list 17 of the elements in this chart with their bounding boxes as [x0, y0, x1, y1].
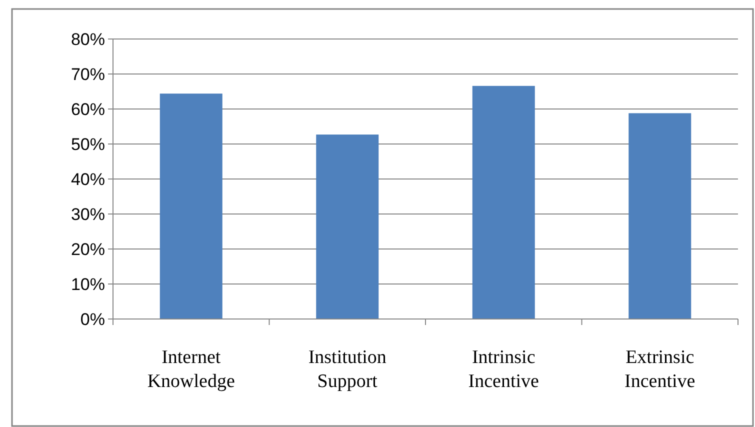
y-tick-label: 80% — [70, 30, 105, 49]
y-tick-label: 20% — [70, 240, 105, 259]
y-tick-label: 50% — [70, 134, 105, 154]
y-tick-label: 70% — [70, 64, 105, 84]
y-tick-label: 60% — [70, 100, 105, 119]
x-tick-label: Intrinsic Incentive — [468, 347, 539, 392]
bar — [160, 94, 222, 319]
bar — [628, 113, 692, 319]
x-tick-label: Institution Support — [308, 347, 387, 392]
x-tick-label: Extrinsic Incentive — [624, 347, 696, 392]
x-tick-label: Internet Knowledge — [147, 347, 235, 392]
y-tick-label: 0% — [80, 310, 105, 329]
y-tick-label: 30% — [70, 204, 105, 224]
bar — [316, 134, 379, 319]
bar — [472, 86, 535, 319]
y-tick-label: 10% — [70, 274, 105, 294]
y-tick-label: 40% — [70, 170, 105, 189]
